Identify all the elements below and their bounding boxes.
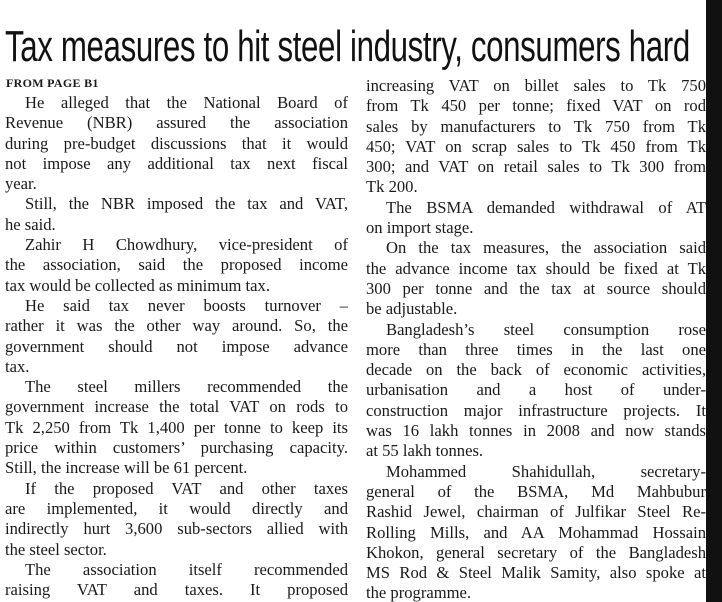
text-line: Still, the NBR imposed the tax and VAT, [25, 194, 348, 214]
text-line: the steel sector. [5, 539, 107, 559]
kicker: FROM PAGE B1 [6, 76, 99, 90]
text-line: The association itself recommended [25, 559, 348, 579]
text-line: He said tax never boosts turnover – [25, 295, 348, 315]
text-line: the programme. [366, 583, 472, 602]
text-line: urbanisation and a host of under- [366, 380, 706, 400]
text-line: on import stage. [366, 218, 474, 238]
text-line: tax. [5, 356, 30, 376]
text-line: tax would be collected as minimum tax. [5, 275, 270, 295]
text-line: Tk 2,250 from Tk 1,400 per tonne to keep… [5, 417, 348, 437]
text-line: Rolling Mills, and AA Mohammad Hossain [366, 522, 706, 542]
text-line: construction major infrastructure projec… [366, 400, 706, 420]
text-line: 450; VAT on scrap sales to Tk 450 from T… [366, 136, 706, 156]
text-line: he said. [5, 214, 56, 234]
text-line: If the proposed VAT and other taxes [25, 478, 348, 498]
text-line: the advance income tax should be fixed a… [366, 258, 706, 278]
text-line: during pre-budget discussions that it wo… [5, 133, 348, 153]
scan-edge [706, 0, 722, 602]
text-column: He alleged that the National Board of Rev… [5, 93, 348, 600]
text-line: On the tax measures, the association sai… [386, 238, 706, 258]
headline: Tax measures to hit steel industry, cons… [5, 22, 690, 71]
text-line: The BSMA demanded withdrawal of AT [386, 197, 706, 217]
text-line: He alleged that the National Board of [25, 93, 348, 112]
text-line: year. [5, 174, 37, 194]
text-column: increasing VAT on billet sales to Tk 750… [366, 76, 706, 602]
text-line: decade on the back of economic activitie… [366, 360, 706, 380]
text-line: Mohammed Shahidullah, secretary- [386, 461, 706, 481]
text-line: price within customers’ purchasing capac… [5, 438, 348, 458]
text-line: 300; and VAT on retail sales to Tk 300 f… [366, 157, 706, 177]
text-line: sales by manufacturers to Tk 750 from Tk [366, 116, 706, 136]
text-line: government increase the total VAT on rod… [5, 397, 348, 417]
text-line: rather it was the other way around. So, … [5, 316, 348, 336]
text-line: was 16 lakh tonnes in 2008 and now stand… [366, 421, 706, 441]
text-line: not impose any additional tax next fisca… [5, 153, 348, 173]
text-line: Still, the increase will be 61 percent. [5, 458, 248, 478]
text-line: are implemented, it would directly and [5, 498, 348, 518]
text-line: Tk 200. [366, 177, 418, 197]
text-line: Bangladesh’s steel consumption rose [386, 319, 706, 339]
text-line: Rashid Jewel, chairman of Julfikar Steel… [366, 502, 706, 522]
text-line: general of the BSMA, Md Mahbubur [366, 481, 706, 501]
text-line: Zahir H Chowdhury, vice-president of [25, 235, 348, 255]
text-line: be adjustable. [366, 299, 458, 319]
text-line: raising VAT and taxes. It proposed [5, 580, 348, 600]
text-line: more than three times in the last one [366, 339, 706, 359]
text-line: The steel millers recommended the [25, 377, 348, 397]
text-line: indirectly hurt 3,600 sub-sectors allied… [5, 519, 348, 539]
text-line: government should not impose advance [5, 336, 348, 356]
text-line: the association, said the proposed incom… [5, 255, 348, 275]
text-line: 300 per tonne and the tax at source shou… [366, 278, 706, 298]
text-line: MS Rod & Steel Malik Samity, also spoke … [366, 563, 706, 583]
text-line: increasing VAT on billet sales to Tk 750 [366, 76, 706, 95]
text-line: from Tk 450 per tonne; fixed VAT on rod [366, 96, 706, 116]
text-line: Revenue (NBR) assured the association [5, 113, 348, 133]
text-line: at 55 lakh tonnes. [366, 441, 484, 461]
text-line: Khokon, general secretary of the Banglad… [366, 542, 706, 562]
